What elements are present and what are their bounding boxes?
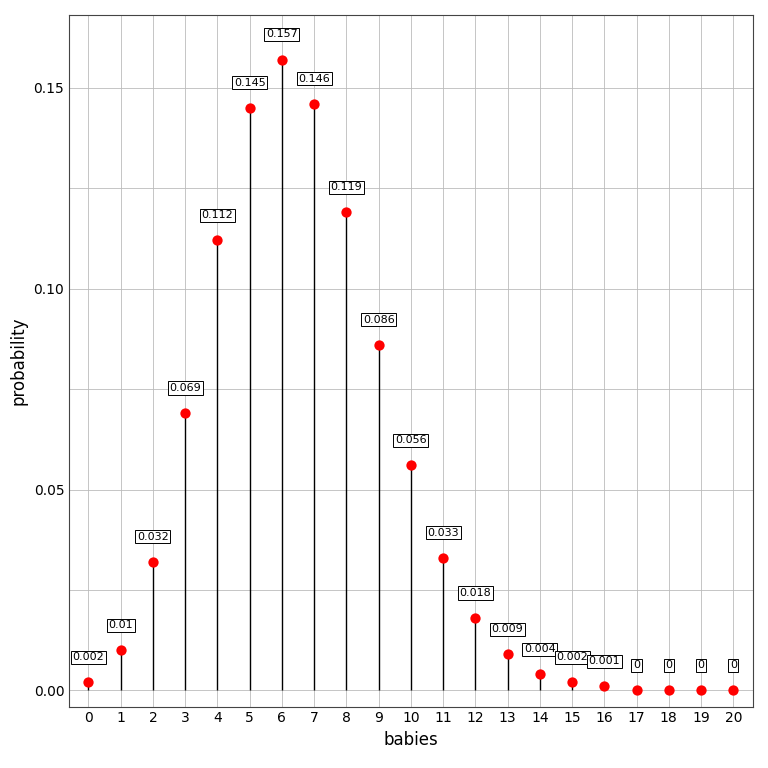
Point bbox=[340, 206, 353, 218]
Text: 0.001: 0.001 bbox=[588, 657, 620, 667]
Point bbox=[663, 684, 675, 697]
Point bbox=[82, 677, 94, 689]
Point bbox=[308, 98, 320, 110]
Text: 0.002: 0.002 bbox=[73, 652, 104, 662]
Text: 0.157: 0.157 bbox=[266, 29, 298, 39]
Point bbox=[598, 680, 611, 693]
Text: 0.056: 0.056 bbox=[395, 435, 427, 445]
Text: 0.018: 0.018 bbox=[459, 588, 492, 598]
Y-axis label: probability: probability bbox=[10, 316, 28, 406]
Point bbox=[147, 556, 159, 568]
Point bbox=[534, 668, 546, 680]
Point bbox=[179, 407, 191, 419]
Point bbox=[631, 684, 643, 697]
Text: 0.002: 0.002 bbox=[556, 652, 588, 662]
Text: 0: 0 bbox=[633, 660, 640, 670]
Point bbox=[566, 677, 578, 689]
Point bbox=[114, 644, 127, 657]
Text: 0.009: 0.009 bbox=[492, 624, 524, 634]
X-axis label: babies: babies bbox=[383, 731, 439, 749]
Point bbox=[372, 339, 385, 351]
Point bbox=[405, 459, 417, 472]
Text: 0: 0 bbox=[730, 660, 737, 670]
Text: 0: 0 bbox=[665, 660, 672, 670]
Point bbox=[276, 54, 288, 66]
Point bbox=[695, 684, 707, 697]
Text: 0.145: 0.145 bbox=[233, 78, 266, 88]
Text: 0.069: 0.069 bbox=[169, 383, 201, 393]
Point bbox=[469, 612, 482, 624]
Text: 0.119: 0.119 bbox=[330, 182, 362, 192]
Point bbox=[727, 684, 740, 697]
Text: 0.004: 0.004 bbox=[524, 644, 556, 654]
Text: 0.032: 0.032 bbox=[137, 531, 169, 541]
Point bbox=[211, 234, 223, 247]
Point bbox=[437, 551, 449, 564]
Text: 0.086: 0.086 bbox=[362, 315, 395, 325]
Text: 0: 0 bbox=[697, 660, 704, 670]
Text: 0.01: 0.01 bbox=[108, 621, 133, 631]
Point bbox=[502, 648, 514, 660]
Text: 0.033: 0.033 bbox=[427, 528, 459, 538]
Point bbox=[243, 101, 256, 114]
Text: 0.112: 0.112 bbox=[201, 210, 233, 220]
Text: 0.146: 0.146 bbox=[298, 74, 330, 84]
